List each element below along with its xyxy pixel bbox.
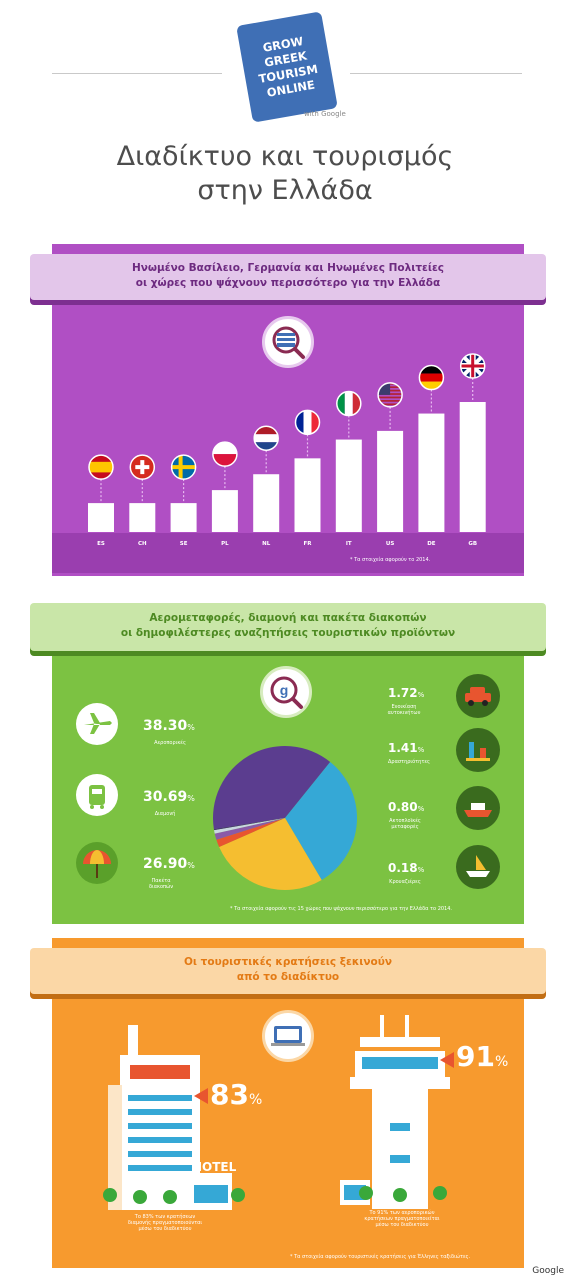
label-packages: Πακέτα διακοπών	[148, 878, 174, 890]
stat2-caption: Το 91% των αεροπορικών κρατήσεων πραγματο…	[364, 1210, 440, 1228]
page-title: Διαδίκτυο και τουρισμός στην Ελλάδα	[0, 140, 570, 208]
pct-packages: 26.90%	[143, 856, 195, 872]
flag-nl-icon	[254, 426, 279, 451]
pct-flights: 38.30%	[143, 718, 195, 734]
stat2-pct: 91%	[456, 1040, 509, 1073]
ferry-icon	[456, 786, 500, 830]
products-pie-chart	[213, 746, 357, 890]
airport-tower-illustration	[340, 1015, 450, 1209]
section-products-heading-line-1: Αερομεταφορές, διαμονή και πακέτα διακοπ…	[149, 612, 427, 624]
section-products-heading-line-2: οι δημοφιλέστερες αναζητήσεις τουριστικώ…	[120, 627, 456, 639]
bar-fr	[294, 458, 321, 532]
pct-ferries: 0.80%	[388, 800, 425, 814]
bar-es	[88, 503, 114, 532]
page-title-line-2: στην Ελλάδα	[197, 175, 373, 206]
pie-slice-3	[216, 818, 285, 848]
tick-label-de: DE	[427, 541, 436, 547]
bar-ch	[129, 503, 156, 532]
label-cruises: Κρουαζιέρες	[389, 879, 421, 885]
pie-slice-1	[285, 761, 357, 880]
pie-slice-2	[219, 818, 322, 890]
tick-label-it: IT	[346, 541, 352, 547]
stat1-caption: Το 83% των κρατήσεων διαμονής πραγματοποι…	[127, 1214, 203, 1232]
flag-pl-icon	[212, 442, 237, 467]
bar-us	[377, 430, 404, 532]
flag-fr-icon	[295, 410, 320, 435]
hotel-illustration	[103, 1025, 245, 1210]
beach-umbrella-icon	[76, 842, 118, 884]
cruise-ship-icon	[456, 845, 500, 889]
label-activities: Δραστηριότητες	[388, 759, 430, 765]
section-products-note: * Τα στοιχεία αφορούν τις 15 χώρες που ψ…	[230, 906, 453, 912]
greek-flag-search-icon	[262, 316, 314, 368]
grow-greek-tourism-logo: GROW GREEK TOURISM ONLINE	[236, 11, 338, 123]
section-countries-heading-line-2: οι χώρες που ψάχνουν περισσότερο για την…	[135, 277, 441, 289]
bar-de	[418, 413, 445, 532]
section-countries-note: * Τα στοιχεία αφορούν το 2014.	[350, 557, 431, 563]
section-countries-heading-ribbon: Ηνωμένο Βασίλειο, Γερμανία και Ηνωμένες …	[30, 254, 546, 300]
section-bookings-heading-ribbon: Οι τουριστικές κρατήσεις ξεκινούν από το…	[30, 948, 546, 994]
tick-label-nl: NL	[262, 541, 271, 547]
airplane-icon	[76, 703, 118, 745]
label-ferries: Ακτοπλοϊκές μεταφορές	[389, 818, 421, 830]
pct-activities: 1.41%	[388, 741, 425, 755]
bar-pl	[211, 490, 238, 532]
section-countries-floor	[52, 533, 524, 573]
tick-label-pl: PL	[221, 541, 229, 547]
header-divider-left	[52, 73, 222, 74]
tick-label-us: US	[386, 541, 394, 547]
hotel-sign: HOTEL	[192, 1160, 237, 1174]
flag-it-icon	[336, 391, 361, 416]
stat1-arrow-icon	[194, 1088, 208, 1104]
laptop-booking-icon	[262, 1010, 314, 1062]
page-title-line-1: Διαδίκτυο και τουρισμός	[116, 141, 454, 172]
stat2-arrow-icon	[440, 1052, 454, 1068]
section-bookings-heading-line-2: από το διαδίκτυο	[236, 971, 340, 983]
pie-slice-5	[214, 818, 285, 834]
logo-with-google: with Google	[304, 110, 346, 118]
pie-slice-4	[214, 818, 285, 840]
svg-text:g: g	[280, 682, 289, 698]
bar-it	[335, 439, 362, 532]
section-products-heading-ribbon: Αερομεταφορές, διαμονή και πακέτα διακοπ…	[30, 603, 546, 651]
pct-accommodation: 30.69%	[143, 789, 195, 805]
label-flights: Αεροπορικές	[154, 740, 186, 746]
section-countries-heading-line-1: Ηνωμένο Βασίλειο, Γερμανία και Ηνωμένες …	[131, 262, 445, 274]
pie-slice-6	[213, 818, 285, 831]
car-icon	[456, 674, 500, 718]
google-credit: Google	[532, 1266, 564, 1276]
header-divider-right	[350, 73, 522, 74]
attractions-icon	[456, 728, 500, 772]
tick-label-gb: GB	[468, 541, 477, 547]
stat1-pct: 83%	[210, 1078, 263, 1111]
pct-cruises: 0.18%	[388, 861, 425, 875]
pct-car-rental: 1.72%	[388, 686, 425, 700]
pie-slice-0	[213, 746, 331, 830]
label-accommodation: Διαμονή	[154, 811, 176, 817]
label-car-rental: Ενοικίαση αυτοκινήτων	[387, 704, 421, 716]
tick-label-fr: FR	[304, 541, 313, 547]
google-search-icon: g	[260, 666, 312, 718]
countries-bar-chart: ES CH SE PL NL FR IT US DE GB	[88, 353, 486, 547]
bar-gb	[459, 402, 486, 532]
flag-de-icon	[419, 365, 444, 390]
luggage-icon	[76, 774, 118, 816]
section-bookings-heading-line-1: Οι τουριστικές κρατήσεις ξεκινούν	[183, 956, 392, 968]
tick-label-es: ES	[97, 541, 105, 547]
section-bookings-note: * Τα στοιχεία αφορούν τουριστικές κρατήσ…	[290, 1254, 471, 1260]
bar-se	[170, 503, 197, 532]
tick-label-ch: CH	[138, 541, 147, 547]
bar-nl	[253, 474, 280, 532]
tick-label-se: SE	[180, 541, 188, 547]
flag-us-icon	[378, 382, 403, 406]
